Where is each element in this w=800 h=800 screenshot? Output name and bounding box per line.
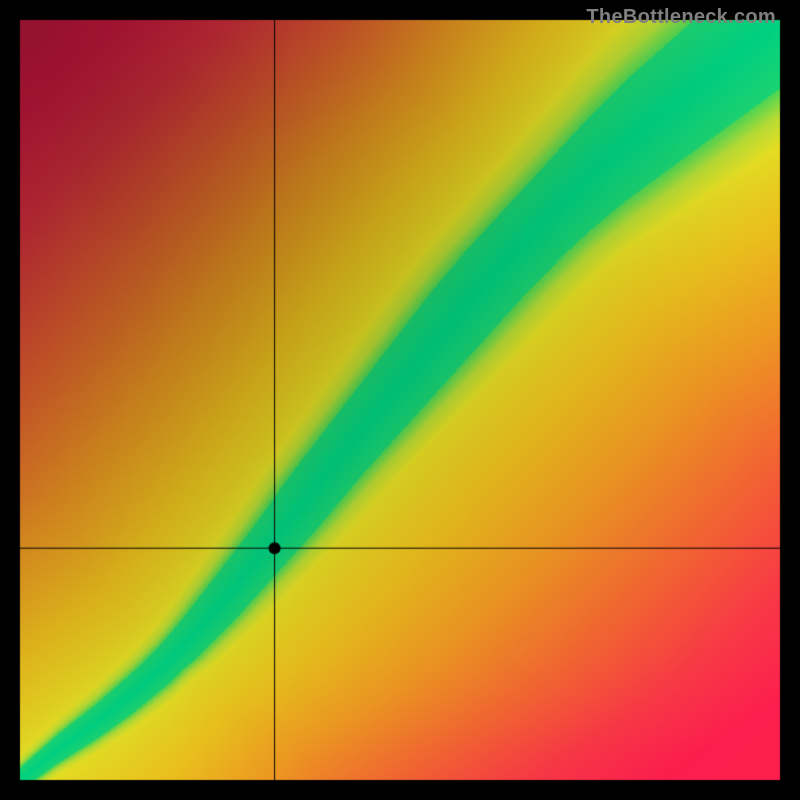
bottleneck-heatmap [0, 0, 800, 800]
watermark-text: TheBottleneck.com [586, 6, 776, 29]
chart-container: { "watermark": { "text": "TheBottleneck.… [0, 0, 800, 800]
